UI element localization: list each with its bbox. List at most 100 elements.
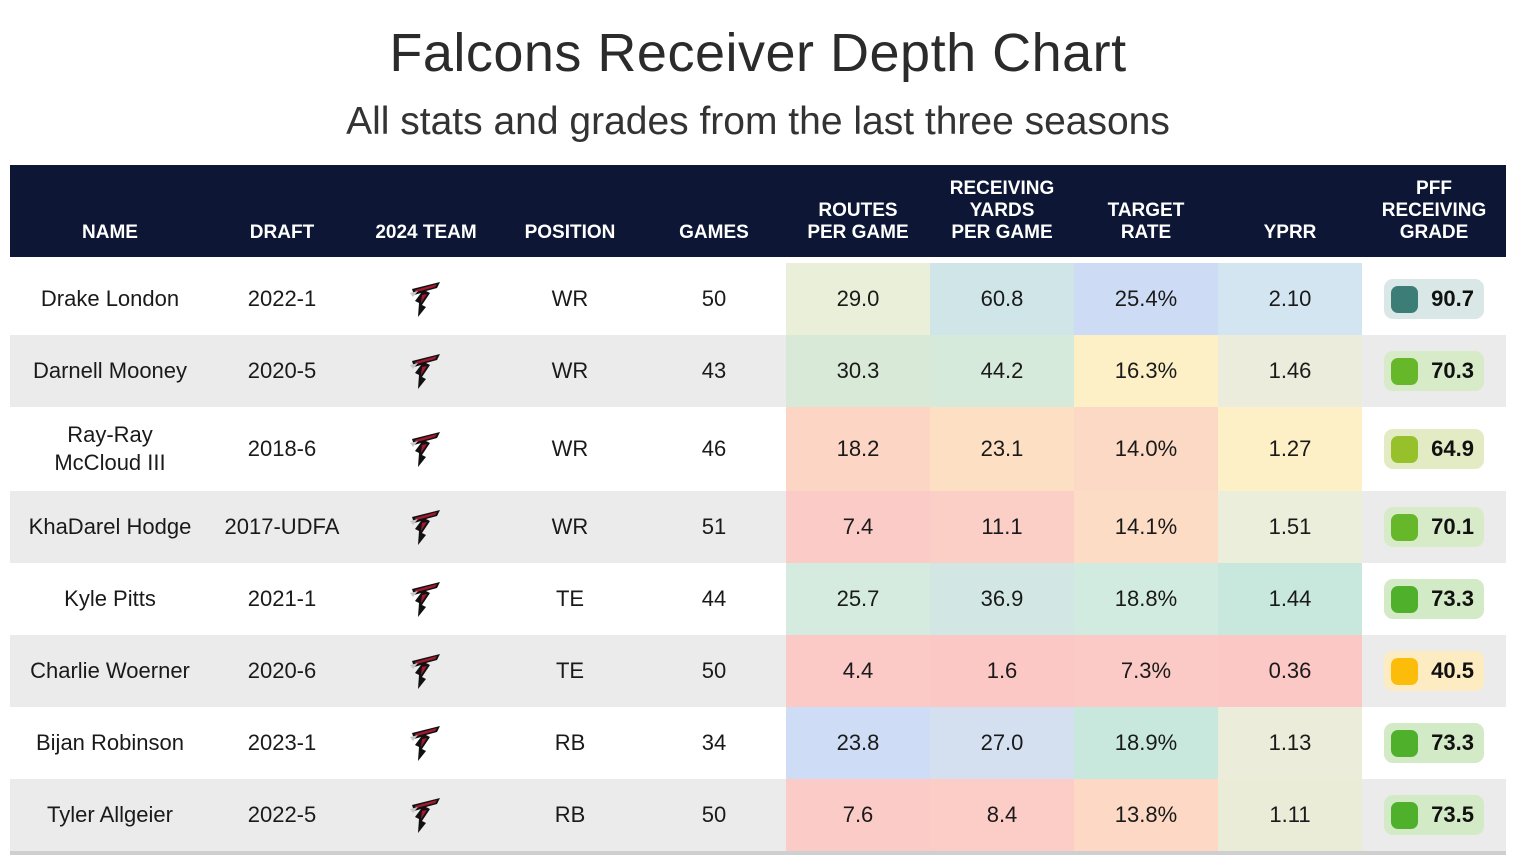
receiving-yards-cell: 36.9 [930, 563, 1074, 635]
grade-color-swatch [1391, 801, 1418, 829]
draft-cell: 2018-6 [247, 436, 317, 461]
yprr-cell: 1.11 [1218, 779, 1362, 851]
table-row: Darnell Mooney 2020-5 WR 43 30.3 44.2 16.3% 1.… [10, 335, 1506, 407]
games-cell: 50 [701, 658, 727, 683]
routes-cell: 7.6 [786, 779, 930, 851]
falcons-logo-icon [410, 282, 440, 317]
falcons-logo-icon [410, 726, 440, 761]
position-cell: RB [554, 730, 586, 755]
team-cell [354, 635, 498, 707]
depth-chart-table: NAME DRAFT 2024 TEAM POSITION GAMES ROUT… [10, 165, 1506, 855]
grade-badge: 64.9 [1384, 429, 1484, 469]
games-cell: 34 [701, 730, 727, 755]
grade-value: 70.1 [1431, 514, 1474, 539]
receiving-yards-cell: 44.2 [930, 335, 1074, 407]
games-cell: 50 [701, 802, 727, 827]
draft-cell: 2021-1 [247, 586, 317, 611]
grade-cell: 70.1 [1362, 491, 1506, 563]
grade-badge: 73.5 [1384, 795, 1484, 835]
table-row: Tyler Allgeier 2022-5 RB 50 7.6 8.4 13.8% 1.11… [10, 779, 1506, 851]
team-cell [354, 563, 498, 635]
grade-cell: 40.5 [1362, 635, 1506, 707]
player-name: Tyler Allgeier [47, 802, 173, 827]
yprr-cell: 1.44 [1218, 563, 1362, 635]
receiving-yards-cell: 1.6 [930, 635, 1074, 707]
team-cell [354, 707, 498, 779]
falcons-logo-icon [410, 354, 440, 389]
yprr-cell: 1.46 [1218, 335, 1362, 407]
draft-cell: 2020-5 [247, 358, 317, 383]
target-rate-cell: 18.9% [1074, 707, 1218, 779]
target-rate-cell: 7.3% [1074, 635, 1218, 707]
page-subtitle: All stats and grades from the last three… [346, 100, 1170, 143]
grade-value: 64.9 [1431, 436, 1474, 461]
receiving-yards-cell: 23.1 [930, 407, 1074, 491]
routes-cell: 29.0 [786, 263, 930, 335]
target-rate-cell: 14.1% [1074, 491, 1218, 563]
grade-badge: 73.3 [1384, 723, 1484, 763]
yprr-cell: 1.51 [1218, 491, 1362, 563]
draft-cell: 2022-1 [247, 286, 317, 311]
games-cell: 50 [701, 286, 727, 311]
routes-cell: 18.2 [786, 407, 930, 491]
routes-cell: 4.4 [786, 635, 930, 707]
grade-badge: 73.3 [1384, 579, 1484, 619]
grade-cell: 73.3 [1362, 707, 1506, 779]
target-rate-cell: 16.3% [1074, 335, 1218, 407]
grade-cell: 90.7 [1362, 263, 1506, 335]
player-name: Darnell Mooney [32, 358, 188, 383]
team-cell [354, 491, 498, 563]
player-name: Charlie Woerner [30, 658, 190, 683]
games-cell: 51 [701, 514, 727, 539]
header-target-rate: TARGET RATE [1107, 200, 1185, 243]
grade-cell: 70.3 [1362, 335, 1506, 407]
team-cell [354, 779, 498, 851]
table-row: Kyle Pitts 2021-1 TE 44 25.7 36.9 18.8% 1.44 73… [10, 563, 1506, 635]
player-name: KhaDarel Hodge [28, 514, 192, 539]
grade-value: 73.5 [1431, 802, 1474, 827]
player-name: Ray-Ray McCloud III [54, 422, 166, 475]
grade-value: 73.3 [1431, 730, 1474, 755]
position-cell: WR [551, 286, 589, 311]
falcons-logo-icon [410, 654, 440, 689]
grade-cell: 64.9 [1362, 407, 1506, 491]
team-cell [354, 335, 498, 407]
draft-cell: 2020-6 [247, 658, 317, 683]
header-position: POSITION [524, 222, 616, 243]
receiving-yards-cell: 27.0 [930, 707, 1074, 779]
grade-color-swatch [1391, 657, 1418, 685]
routes-cell: 23.8 [786, 707, 930, 779]
target-rate-cell: 25.4% [1074, 263, 1218, 335]
grade-value: 70.3 [1431, 358, 1474, 383]
falcons-logo-icon [410, 510, 440, 545]
grade-value: 73.3 [1431, 586, 1474, 611]
routes-cell: 30.3 [786, 335, 930, 407]
routes-cell: 25.7 [786, 563, 930, 635]
table-body: Drake London 2022-1 WR 50 29.0 60.8 25.4% 2.10… [10, 263, 1506, 851]
grade-color-swatch [1391, 585, 1418, 613]
team-cell [354, 263, 498, 335]
grade-color-swatch [1391, 435, 1418, 463]
falcons-logo-icon [410, 582, 440, 617]
grade-badge: 40.5 [1384, 651, 1484, 691]
grade-badge: 70.3 [1384, 351, 1484, 391]
receiving-yards-cell: 60.8 [930, 263, 1074, 335]
position-cell: WR [551, 436, 589, 461]
player-name: Drake London [40, 286, 180, 311]
team-cell [354, 407, 498, 491]
table-row: KhaDarel Hodge 2017-UDFA WR 51 7.4 11.1 14.1%… [10, 491, 1506, 563]
yprr-cell: 0.36 [1218, 635, 1362, 707]
grade-badge: 70.1 [1384, 507, 1484, 547]
receiving-yards-cell: 8.4 [930, 779, 1074, 851]
table-bottom-divider [10, 851, 1506, 855]
table-header: NAME DRAFT 2024 TEAM POSITION GAMES ROUT… [10, 165, 1506, 257]
table-row: Ray-Ray McCloud III 2018-6 WR 46 18.2 23.1 14… [10, 407, 1506, 491]
player-name: Bijan Robinson [36, 730, 184, 755]
routes-cell: 7.4 [786, 491, 930, 563]
header-routes: ROUTES PER GAME [807, 200, 909, 243]
grade-cell: 73.5 [1362, 779, 1506, 851]
games-cell: 46 [701, 436, 727, 461]
grade-cell: 73.3 [1362, 563, 1506, 635]
draft-cell: 2023-1 [247, 730, 317, 755]
header-team: 2024 TEAM [375, 222, 477, 243]
